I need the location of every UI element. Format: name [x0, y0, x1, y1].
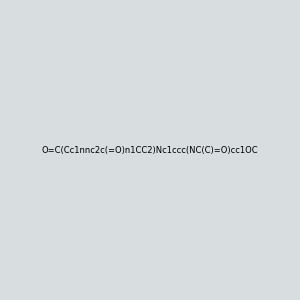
Text: O=C(Cc1nnc2c(=O)n1CC2)Nc1ccc(NC(C)=O)cc1OC: O=C(Cc1nnc2c(=O)n1CC2)Nc1ccc(NC(C)=O)cc1… — [42, 146, 258, 154]
